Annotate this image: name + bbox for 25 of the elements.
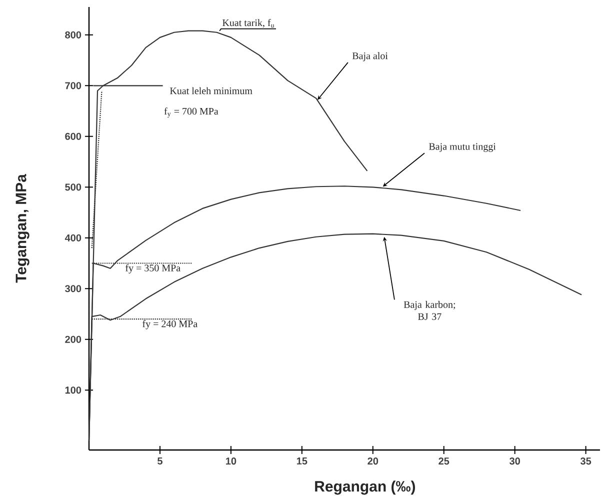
y-tick-label: 200 <box>65 336 82 343</box>
y-tick-label: 100 <box>65 386 82 394</box>
annotation: Kuat leleh minimum <box>170 87 252 94</box>
y-tick-label: 800 <box>65 31 82 38</box>
annotation: fy = 240 MPa <box>142 320 198 330</box>
x-tick-label: 25 <box>438 458 450 465</box>
annotation: Baja aloi <box>352 52 388 62</box>
x-tick-label: 5 <box>158 458 162 465</box>
x-tick-label: 35 <box>580 458 592 465</box>
y-tick-label: 700 <box>65 82 82 90</box>
x-tick-label: 10 <box>226 458 236 465</box>
x-axis-title: Regangan (‰) <box>315 480 416 495</box>
annotation: Baja mutu tinggi <box>428 143 496 152</box>
x-tick-label: 20 <box>368 458 378 465</box>
x-tick-label: 30 <box>510 458 520 465</box>
annotation: f$_{y}$ = 700 MPa <box>164 108 218 118</box>
y-tick-label: 500 <box>65 184 82 191</box>
x-tick-label: 15 <box>296 458 308 465</box>
y-tick-label: 400 <box>64 234 82 242</box>
y-tick-label: 300 <box>65 285 82 292</box>
y-tick-label: 600 <box>65 132 82 140</box>
annotation: fy = 350 MPa <box>126 264 180 274</box>
annotation: Kuat tarik, f$_{u}$ <box>222 19 274 28</box>
annotation: Baja karbon; BJ 37 <box>404 300 456 320</box>
y-axis-title: Tegangan, MPa <box>16 174 30 283</box>
